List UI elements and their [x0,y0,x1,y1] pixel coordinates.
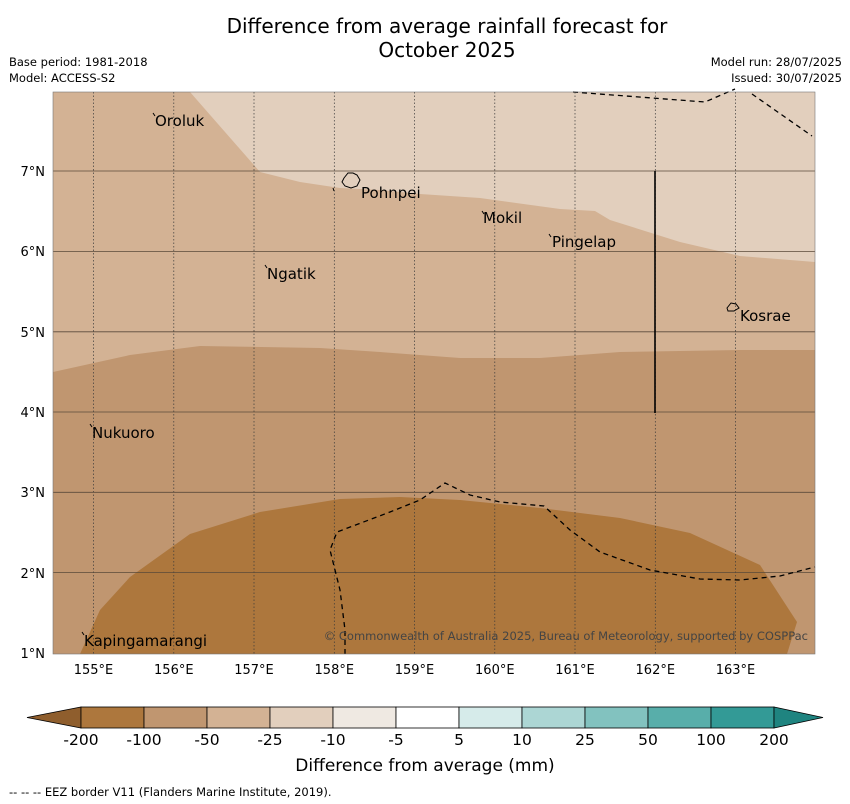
lat-label: 5°N [21,326,46,341]
meta-left: Base period: 1981-2018 Model: ACCESS-S2 [9,54,148,86]
lon-axis: 155°E 156°E 157°E 158°E 159°E 160°E 161°… [74,663,756,678]
label-mokil: Mokil [483,209,522,227]
model-name: Model: ACCESS-S2 [9,71,116,85]
lon-label: 161°E [555,663,595,678]
colorbar-ticks: -200 -100 -50 -25 -10 -5 5 10 25 50 100 200 [63,731,788,749]
lat-label: 3°N [21,486,46,501]
eez-footnote: -- -- -- EEZ border V11 (Flanders Marine… [9,785,332,799]
title-line-1: Difference from average rainfall forecas… [226,14,668,38]
pohnpei-outline [341,172,361,189]
label-nukuoro: Nukuoro [92,424,155,442]
chart-title: Difference from average rainfall forecas… [0,14,850,62]
map-frame [52,91,816,655]
lon-label: 159°E [395,663,435,678]
colorbar-tick-label: -5 [388,731,403,749]
label-kosrae: Kosrae [740,307,791,325]
map-fill [53,92,815,654]
colorbar-tick-label: 100 [696,731,726,749]
lon-label: 156°E [154,663,194,678]
label-kapingamarangi: Kapingamarangi [84,632,207,650]
lat-label: 1°N [21,647,46,662]
colorbar-tick-label: -25 [257,731,282,749]
colorbar-segment [521,706,586,729]
colorbar-tick-label: 5 [454,731,464,749]
lon-label: 162°E [636,663,676,678]
issued-date: Issued: 30/07/2025 [731,71,842,85]
colorbar-tick-label: -200 [63,731,98,749]
colorbar-tick-label: -10 [320,731,345,749]
islands [81,112,740,636]
lon-label: 157°E [234,663,274,678]
lat-lines [53,170,815,573]
colorbar-tick-label: 50 [638,731,658,749]
colorbar-extend-high [773,706,824,729]
lon-label: 155°E [74,663,114,678]
kosrae-outline [726,302,740,312]
eez-border [329,88,816,654]
label-pohnpei: Pohnpei [361,184,421,202]
colorbar-segment [269,706,334,729]
colorbar-segment [710,706,775,729]
colorbar-tick-label: 25 [575,731,595,749]
lon-label: 160°E [475,663,515,678]
lat-axis: 7°N 6°N 5°N 4°N 3°N 2°N 1°N [21,165,46,662]
lat-label: 4°N [21,406,46,421]
colorbar-tick-label: -50 [194,731,219,749]
copyright-notice: © Commonwealth of Australia 2025, Bureau… [324,629,808,643]
lat-label: 7°N [21,165,46,180]
colorbar-segment [395,706,460,729]
colorbar-tick-label: 10 [512,731,532,749]
label-ngatik: Ngatik [267,265,316,283]
colorbar-segment [584,706,649,729]
band-minus10-minus5 [190,92,815,262]
colorbar-tick-label: -100 [126,731,161,749]
colorbar-segment [143,706,208,729]
colorbar-segment [647,706,712,729]
label-pingelap: Pingelap [552,233,616,251]
model-run: Model run: 28/07/2025 [710,55,842,69]
colorbar-title: Difference from average (mm) [295,756,555,776]
colorbar-segment [80,706,145,729]
lat-label: 6°N [21,245,46,260]
meta-right: Model run: 28/07/2025 Issued: 30/07/2025 [711,54,842,86]
base-period: Base period: 1981-2018 [9,55,148,69]
lon-label: 163°E [716,663,756,678]
lat-label: 2°N [21,567,46,582]
colorbar-segment [458,706,523,729]
colorbar-extend-low [26,706,82,729]
colorbar-segment [206,706,271,729]
colorbar-segment [332,706,397,729]
label-oroluk: Oroluk [155,112,204,130]
title-line-2: October 2025 [378,38,516,62]
place-labels: Oroluk Pohnpei Mokil Pingelap Ngatik Kos… [84,112,791,650]
lon-label: 158°E [315,663,355,678]
colorbar-tick-label: 200 [759,731,789,749]
colorbar [26,706,824,729]
band-minus100-minus50 [80,497,797,654]
